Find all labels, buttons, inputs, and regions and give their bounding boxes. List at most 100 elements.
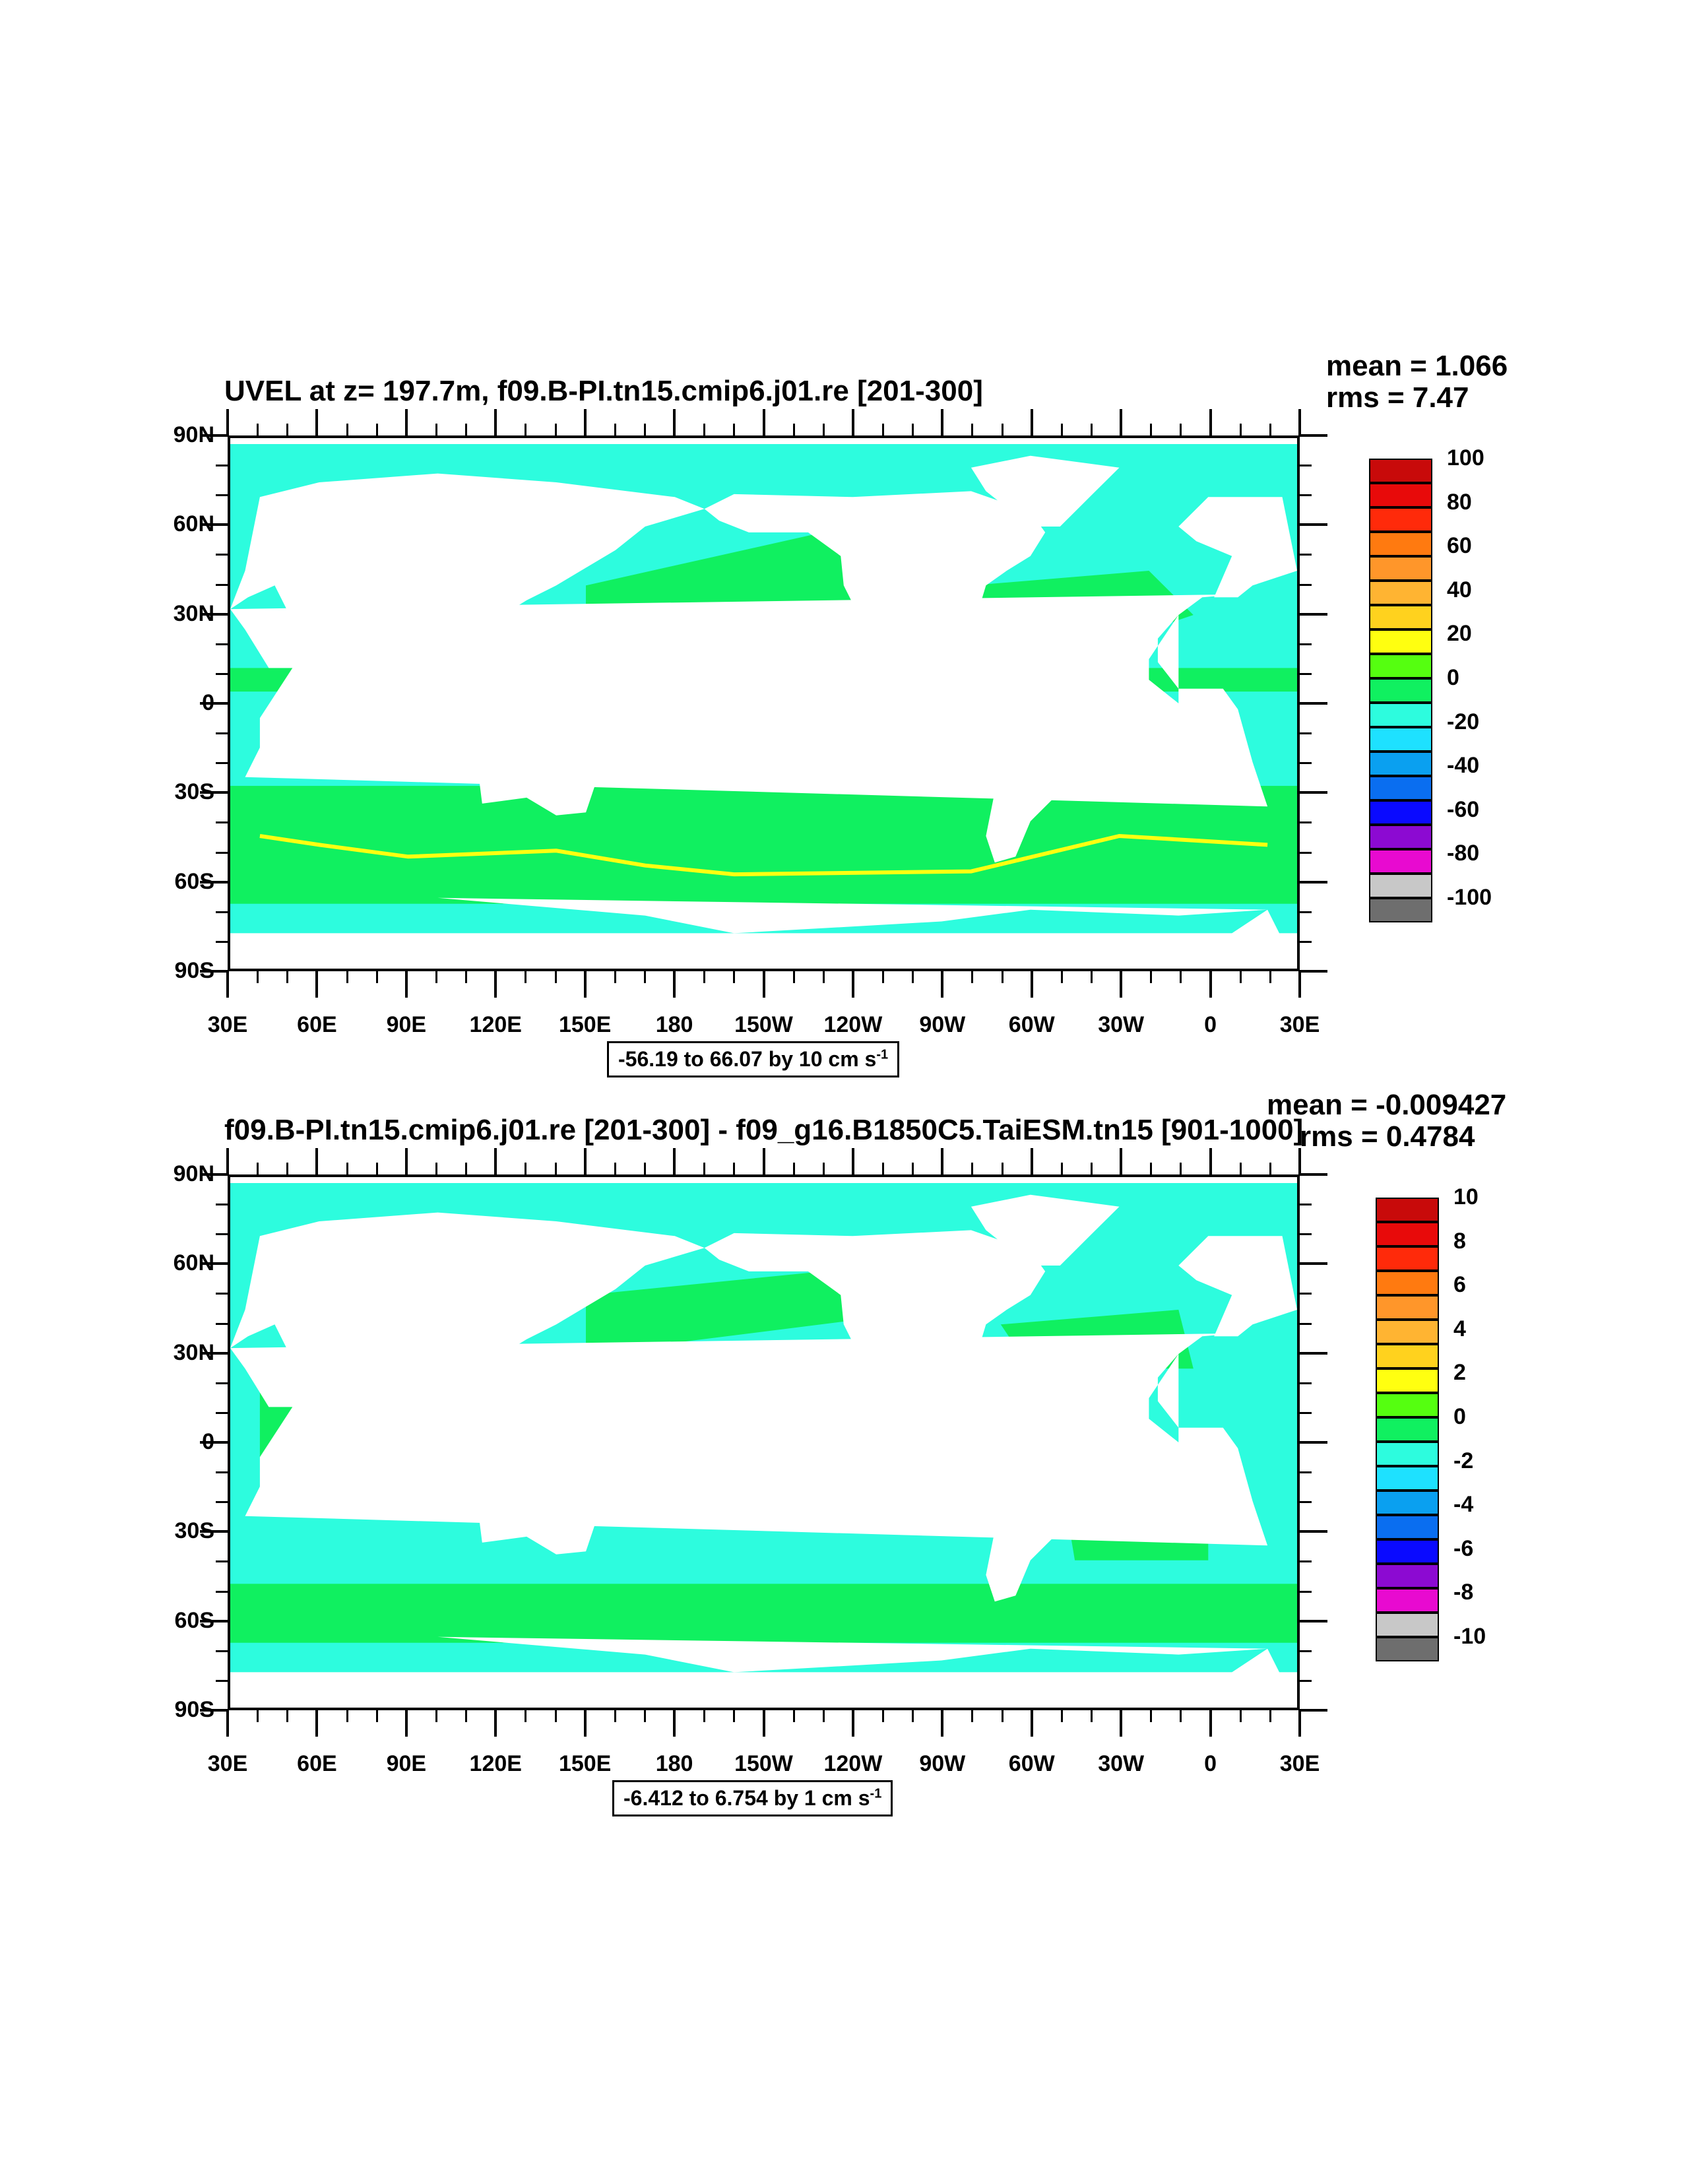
lon-major-tick [851, 409, 854, 435]
rms-value: rms = 0.4784 [1300, 1120, 1475, 1153]
lat-minor-tick [1300, 1560, 1312, 1563]
panel-mean-uvel: UVEL at z= 197.7m, f09.B-PI.tn15.cmip6.j… [174, 350, 1508, 1077]
lon-minor-tick [257, 424, 259, 435]
lon-minor-tick [912, 1710, 914, 1722]
lon-tick-label: 180 [655, 1751, 693, 1776]
lon-minor-tick [703, 1163, 706, 1174]
lat-minor-tick [1300, 911, 1312, 913]
colorbar-swatch [1369, 629, 1432, 654]
plot-title: f09.B-PI.tn15.cmip6.j01.re [201-300] - f… [224, 1114, 1304, 1146]
lon-minor-tick [1180, 971, 1182, 983]
lon-major-tick [851, 1148, 854, 1174]
landmass [1178, 497, 1297, 598]
colorbar-label: -4 [1453, 1492, 1474, 1518]
lon-minor-tick [435, 1710, 437, 1722]
colorbar-swatch [1376, 1222, 1439, 1246]
lon-major-tick [1298, 1148, 1301, 1174]
colorbar-swatch [1369, 459, 1432, 483]
colorbar-swatch [1376, 1515, 1439, 1539]
lon-minor-tick [525, 424, 527, 435]
colorbar-swatch [1376, 1564, 1439, 1588]
colorbar-swatch [1376, 1368, 1439, 1393]
lon-minor-tick [971, 1163, 974, 1174]
colorbar-swatch [1369, 752, 1432, 776]
lon-major-tick [1030, 1148, 1033, 1174]
lon-minor-tick [435, 424, 437, 435]
lat-minor-tick [1300, 762, 1312, 765]
world-map [228, 435, 1300, 971]
lat-minor-tick [216, 1679, 228, 1682]
lon-minor-tick [286, 1710, 289, 1722]
lon-major-tick [494, 1710, 497, 1737]
colorbar-swatch [1376, 1637, 1439, 1661]
southern-band [230, 1584, 1297, 1643]
lat-minor-tick [216, 1650, 228, 1652]
landmass [971, 1194, 1120, 1266]
lon-minor-tick [375, 1163, 378, 1174]
lon-minor-tick [1001, 1163, 1004, 1174]
colorbar-label: -10 [1453, 1624, 1486, 1649]
lon-minor-tick [643, 971, 646, 983]
lat-major-tick [200, 970, 228, 973]
landmass [476, 1475, 595, 1555]
contour-range-text: -6.412 to 6.754 by 1 cm s [623, 1786, 870, 1810]
colorbar-swatch [1376, 1295, 1439, 1320]
lon-minor-tick [1060, 1163, 1063, 1174]
lon-minor-tick [792, 1710, 795, 1722]
lon-major-tick [1298, 971, 1301, 998]
lon-tick-label: 60W [1008, 1751, 1055, 1776]
lon-minor-tick [822, 1710, 825, 1722]
lon-minor-tick [1269, 1710, 1271, 1722]
lon-minor-tick [1091, 424, 1093, 435]
lat-major-tick [200, 434, 228, 437]
colorbar-label: 0 [1447, 665, 1459, 690]
lon-major-tick [851, 971, 854, 998]
lat-minor-tick [216, 554, 228, 556]
lon-minor-tick [643, 424, 646, 435]
lon-tick-label: 150W [734, 1751, 793, 1776]
lon-minor-tick [257, 1163, 259, 1174]
colorbar-label: 100 [1447, 445, 1484, 470]
lon-minor-tick [882, 424, 885, 435]
lon-minor-tick [1060, 1710, 1063, 1722]
lon-minor-tick [1091, 1163, 1093, 1174]
lon-minor-tick [286, 971, 289, 983]
lon-minor-tick [1180, 1710, 1182, 1722]
landmass [704, 491, 1046, 680]
colorbar-swatch [1376, 1466, 1439, 1491]
colorbar-label: -40 [1447, 753, 1480, 779]
lat-major-tick [200, 1262, 228, 1266]
lon-minor-tick [733, 1163, 736, 1174]
lat-minor-tick [1300, 940, 1312, 943]
lat-major-tick [200, 612, 228, 616]
lon-major-tick [226, 1710, 229, 1737]
colorbar-swatch [1369, 678, 1432, 703]
lon-minor-tick [465, 1710, 468, 1722]
lon-tick-label: 120W [823, 1012, 883, 1037]
lon-major-tick [1209, 409, 1212, 435]
lon-minor-tick [1180, 424, 1182, 435]
lon-minor-tick [346, 1710, 348, 1722]
lon-tick-label: 120W [823, 1751, 883, 1776]
lon-tick-label: 90E [386, 1012, 427, 1037]
lon-minor-tick [1150, 424, 1153, 435]
lon-major-tick [762, 1148, 765, 1174]
lat-minor-tick [1300, 465, 1312, 467]
plot-title: UVEL at z= 197.7m, f09.B-PI.tn15.cmip6.j… [224, 375, 983, 407]
lon-minor-tick [375, 971, 378, 983]
lon-major-tick [1120, 971, 1123, 998]
contour-range-text: -56.19 to 66.07 by 10 cm s [618, 1047, 877, 1071]
landmass [968, 668, 1104, 863]
lon-minor-tick [525, 1710, 527, 1722]
lon-major-tick [1298, 409, 1301, 435]
lat-minor-tick [216, 1322, 228, 1325]
lon-minor-tick [525, 971, 527, 983]
lat-major-tick [1300, 1709, 1327, 1712]
lon-tick-label: 120E [469, 1012, 522, 1037]
lon-minor-tick [346, 424, 348, 435]
lon-minor-tick [554, 1710, 557, 1722]
lon-minor-tick [792, 424, 795, 435]
lat-major-tick [200, 880, 228, 883]
lat-major-tick [1300, 1530, 1327, 1533]
lon-minor-tick [257, 971, 259, 983]
